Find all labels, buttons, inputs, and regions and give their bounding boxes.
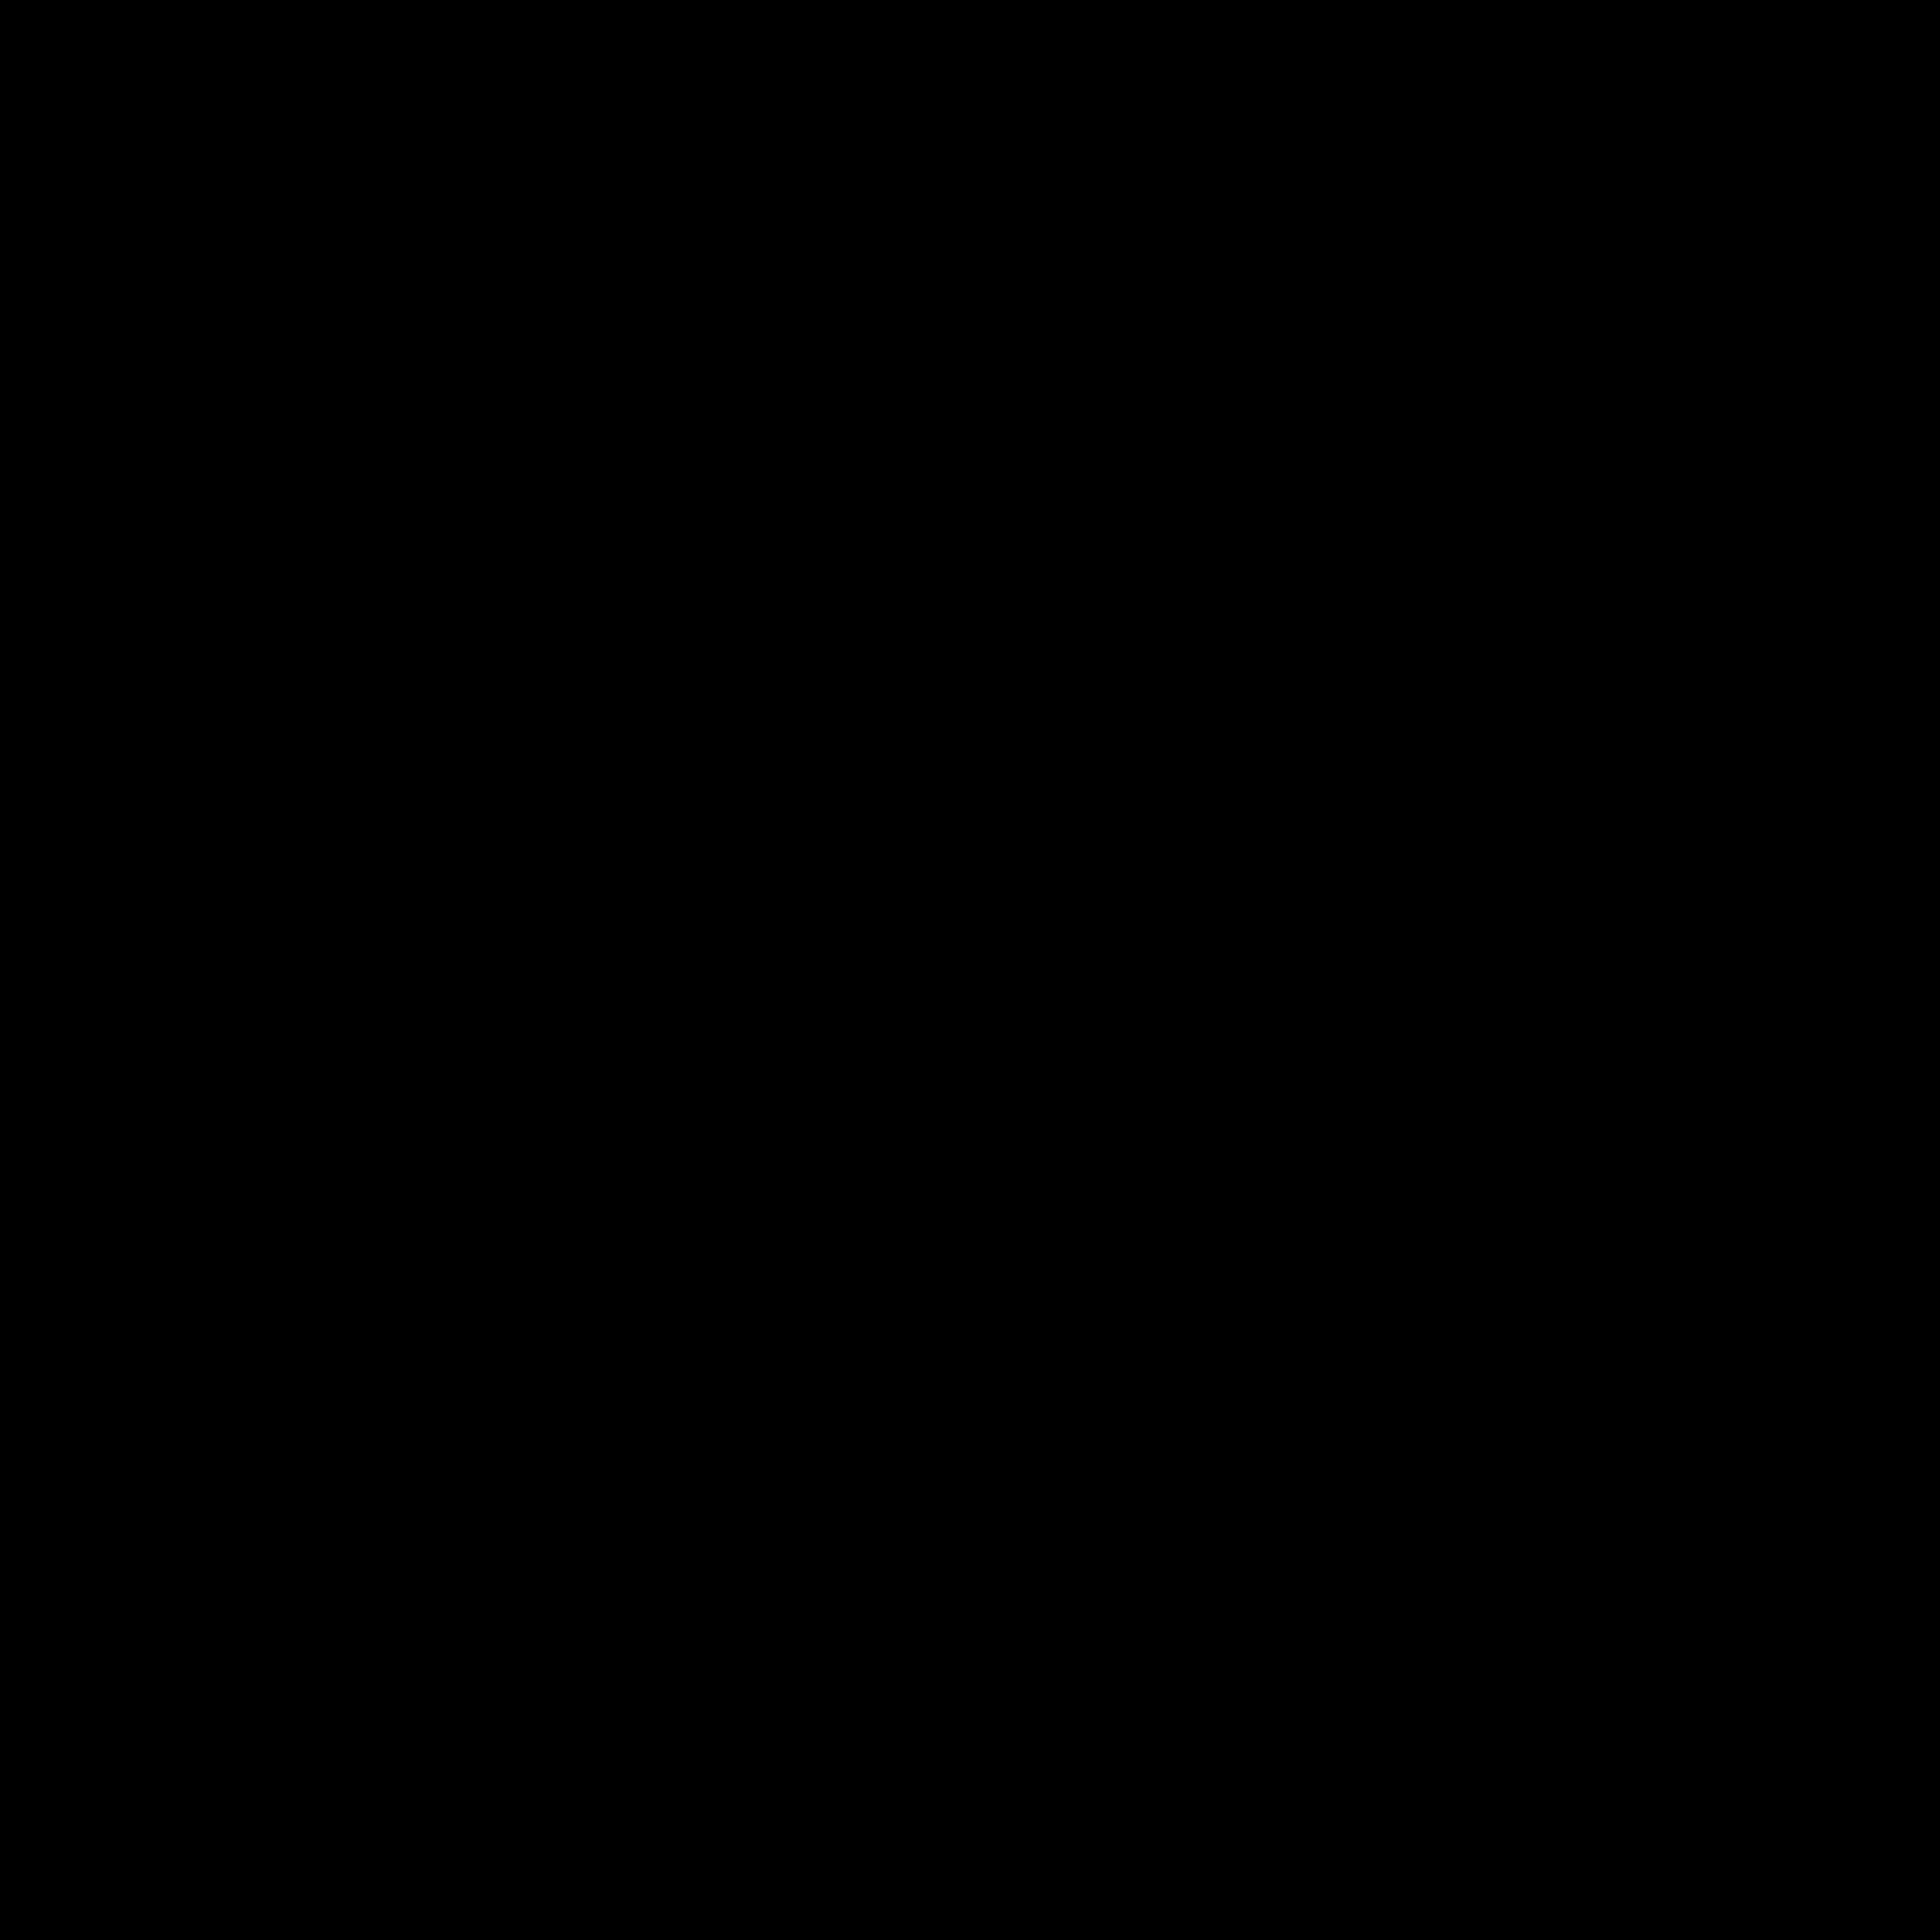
word-cloud [0,0,1932,1932]
